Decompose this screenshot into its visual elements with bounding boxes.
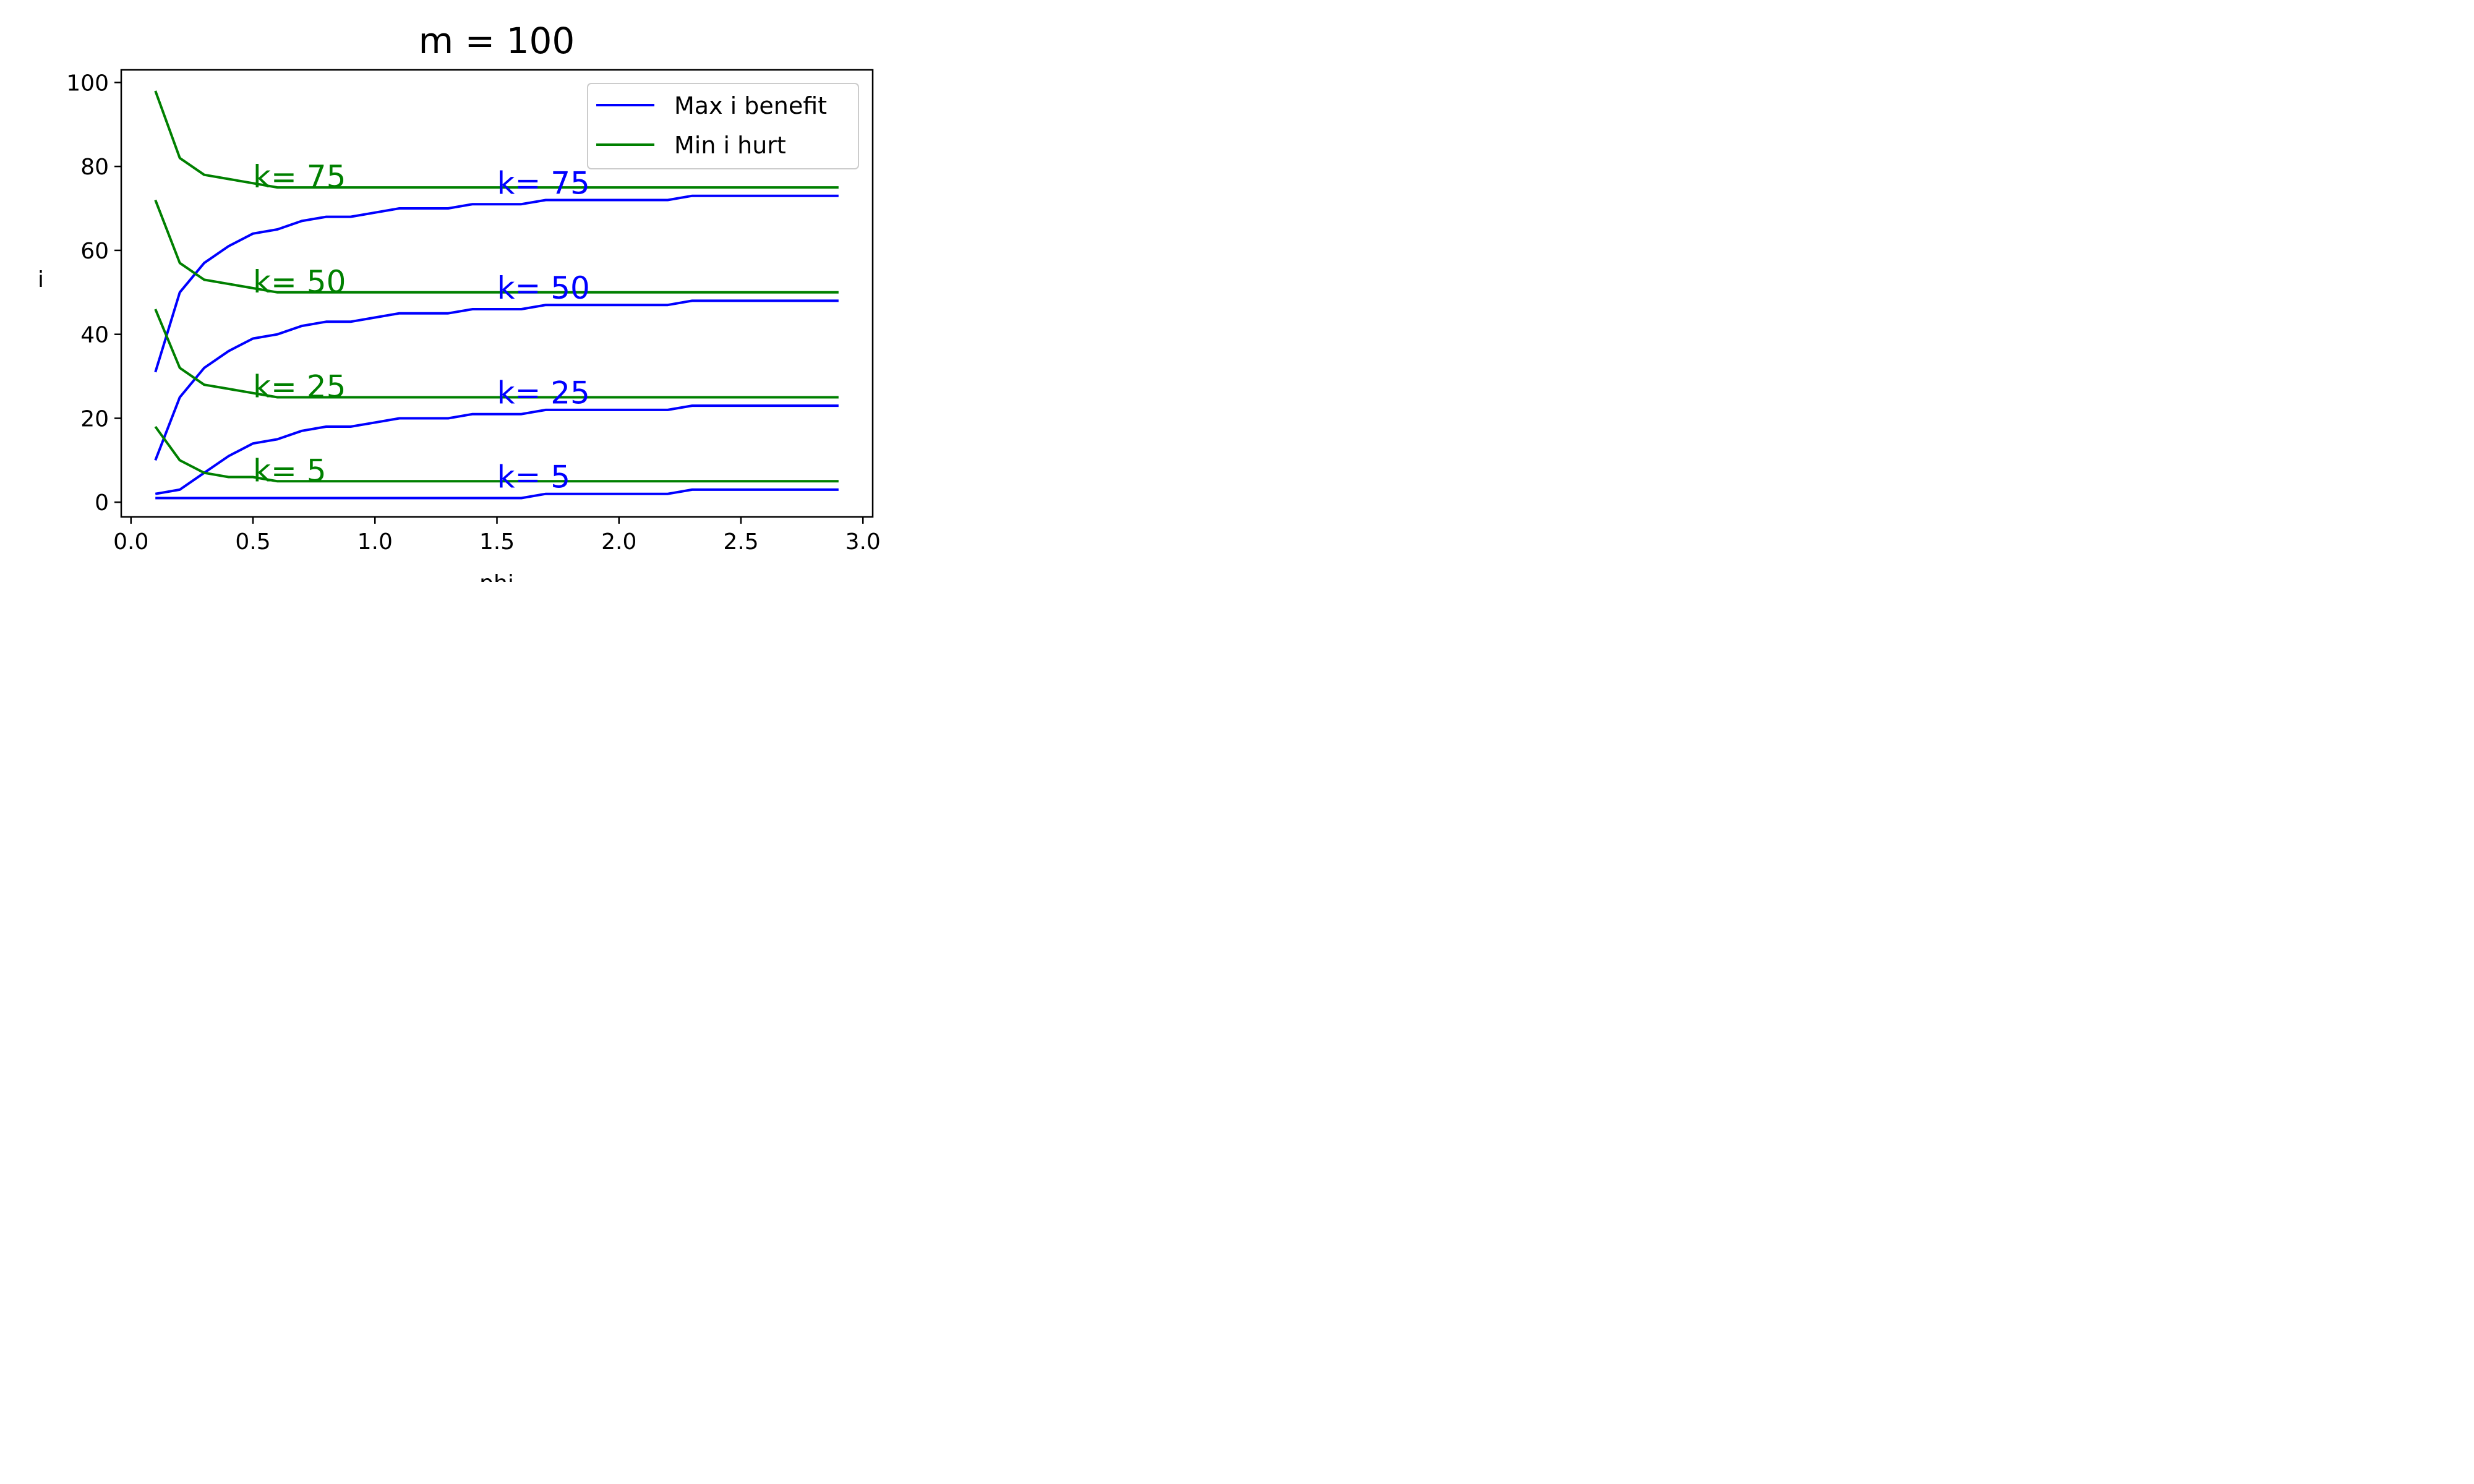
line-chart: m = 100 k= 75k= 50k= 25k= 5k= 75k= 50k= … — [38, 20, 881, 582]
x-tick-label: 3.0 — [845, 529, 881, 555]
series-line-max-i-benefit-k5 — [155, 488, 839, 500]
y-tick-label: 20 — [80, 406, 109, 432]
series-line-min-i-hurt-k50 — [154, 199, 839, 294]
x-tick-label: 2.0 — [601, 529, 636, 555]
annotation-layer: k= 75 k= 50 k= 25 k= 5 k= 75 k= 50 k= 25 k= 5 — [253, 159, 590, 495]
series-line-max-i-benefit-k75 — [154, 194, 839, 373]
legend: Max i benefit Min i hurt — [587, 83, 859, 169]
x-axis-label: phi — [479, 571, 514, 582]
annotation-k-label: k= 75 — [497, 165, 590, 201]
x-tick-label: 0.5 — [235, 529, 270, 555]
annotation-k-label: k= 75 — [253, 159, 346, 195]
annotation-k-label: k= 50 — [253, 264, 346, 300]
x-axis: 0.0 0.5 1.0 1.5 2.0 2.5 3.0 — [113, 517, 881, 555]
annotation-k-label: k= 5 — [253, 453, 327, 488]
x-tick-label: 1.5 — [479, 529, 515, 555]
x-tick-label: 2.5 — [723, 529, 758, 555]
series-line-max-i-benefit-k50 — [154, 299, 839, 461]
y-tick-label: 40 — [80, 323, 109, 348]
x-tick-label: 0.0 — [113, 529, 148, 555]
series-line-min-i-hurt-k75 — [154, 90, 839, 189]
chart-title: m = 100 — [419, 20, 575, 62]
y-tick-label: 80 — [80, 155, 109, 180]
annotation-k-label: k= 25 — [497, 375, 590, 411]
y-axis-label: i — [38, 267, 44, 292]
series-line-max-i-benefit-k25 — [155, 404, 839, 495]
legend-label-min-i-hurt: Min i hurt — [674, 132, 786, 159]
annotation-k-label: k= 50 — [497, 270, 590, 306]
x-tick-label: 1.0 — [357, 529, 393, 555]
y-tick-label: 60 — [80, 239, 109, 264]
legend-box — [587, 83, 859, 169]
y-tick-label: 100 — [66, 70, 109, 96]
series-line-min-i-hurt-k25 — [154, 309, 839, 399]
legend-label-max-i-benefit: Max i benefit — [674, 92, 827, 119]
y-axis: 0 20 40 60 80 100 — [66, 70, 121, 516]
annotation-k-label: k= 5 — [497, 459, 571, 495]
series-line-min-i-hurt-k5 — [154, 425, 839, 483]
annotation-k-label: k= 25 — [253, 369, 346, 405]
series-layer — [154, 90, 839, 500]
y-tick-label: 0 — [95, 490, 109, 516]
